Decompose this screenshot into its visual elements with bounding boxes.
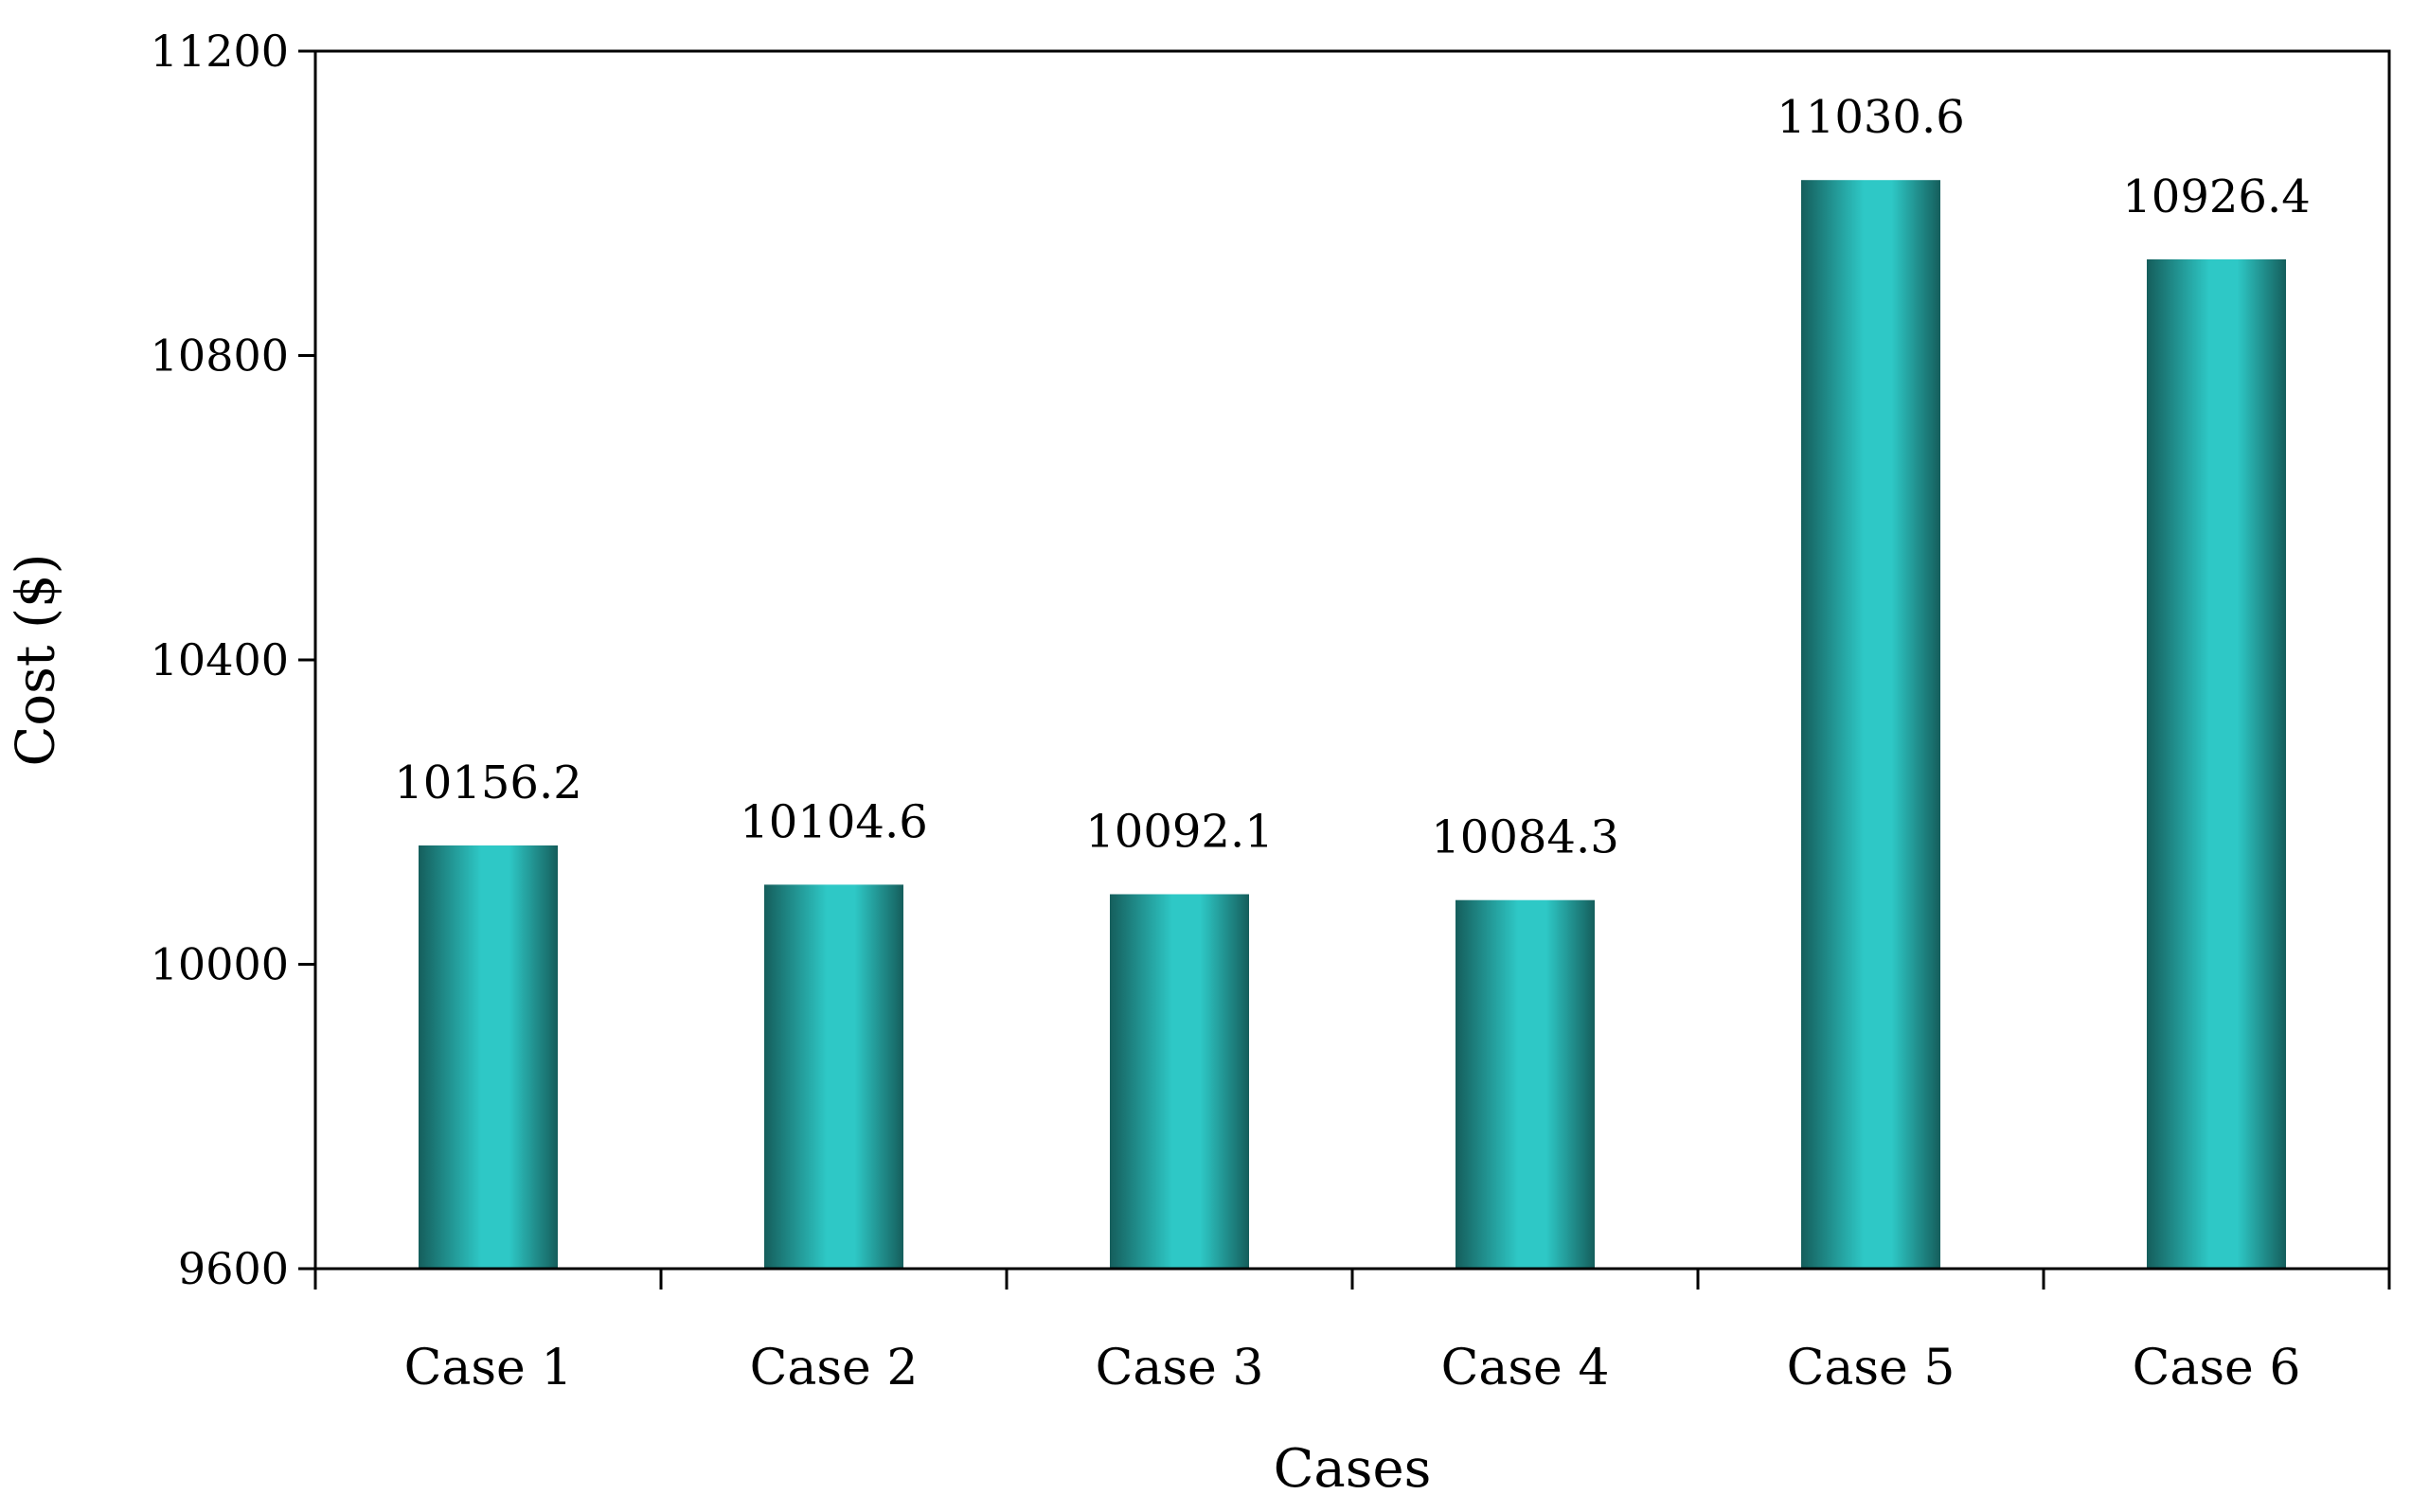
bar-6	[2147, 258, 2286, 1269]
bar-1	[419, 845, 558, 1269]
bar-4	[1456, 899, 1595, 1269]
value-label-2: 10104.6	[740, 795, 928, 848]
value-label-1: 10156.2	[394, 756, 582, 809]
bar-5	[1801, 180, 1940, 1270]
value-label-5: 11030.6	[1777, 91, 1965, 144]
x-tick-label-1: Case 1	[404, 1340, 573, 1396]
value-label-6: 10926.4	[2122, 170, 2311, 223]
labels-layer: 10156.2 10104.6 10092.1 10084.3 11030.6 10926…	[151, 26, 2311, 1396]
value-label-4: 10084.3	[1431, 811, 1619, 864]
x-tick-label-2: Case 2	[750, 1340, 919, 1396]
x-tick-label-6: Case 6	[2133, 1340, 2301, 1396]
x-tick-label-4: Case 4	[1441, 1340, 1610, 1396]
y-tick-label: 10000	[151, 939, 289, 990]
x-tick-label-3: Case 3	[1096, 1340, 1264, 1396]
y-tick-label: 9600	[178, 1243, 289, 1294]
bar-2	[764, 884, 903, 1269]
x-tick-label-5: Case 5	[1787, 1340, 1956, 1396]
bars-layer	[419, 180, 2286, 1270]
value-label-3: 10092.1	[1085, 806, 1274, 859]
y-tick-label: 10800	[151, 330, 289, 382]
y-tick-label: 11200	[151, 26, 289, 77]
bar-3	[1110, 894, 1249, 1269]
axes-layer	[298, 49, 2391, 1290]
y-tick-label: 10400	[151, 634, 289, 685]
x-axis-title: Cases	[1274, 1438, 1432, 1500]
y-axis-title: Cost ($)	[6, 554, 67, 767]
plot-frame	[313, 49, 2391, 1271]
